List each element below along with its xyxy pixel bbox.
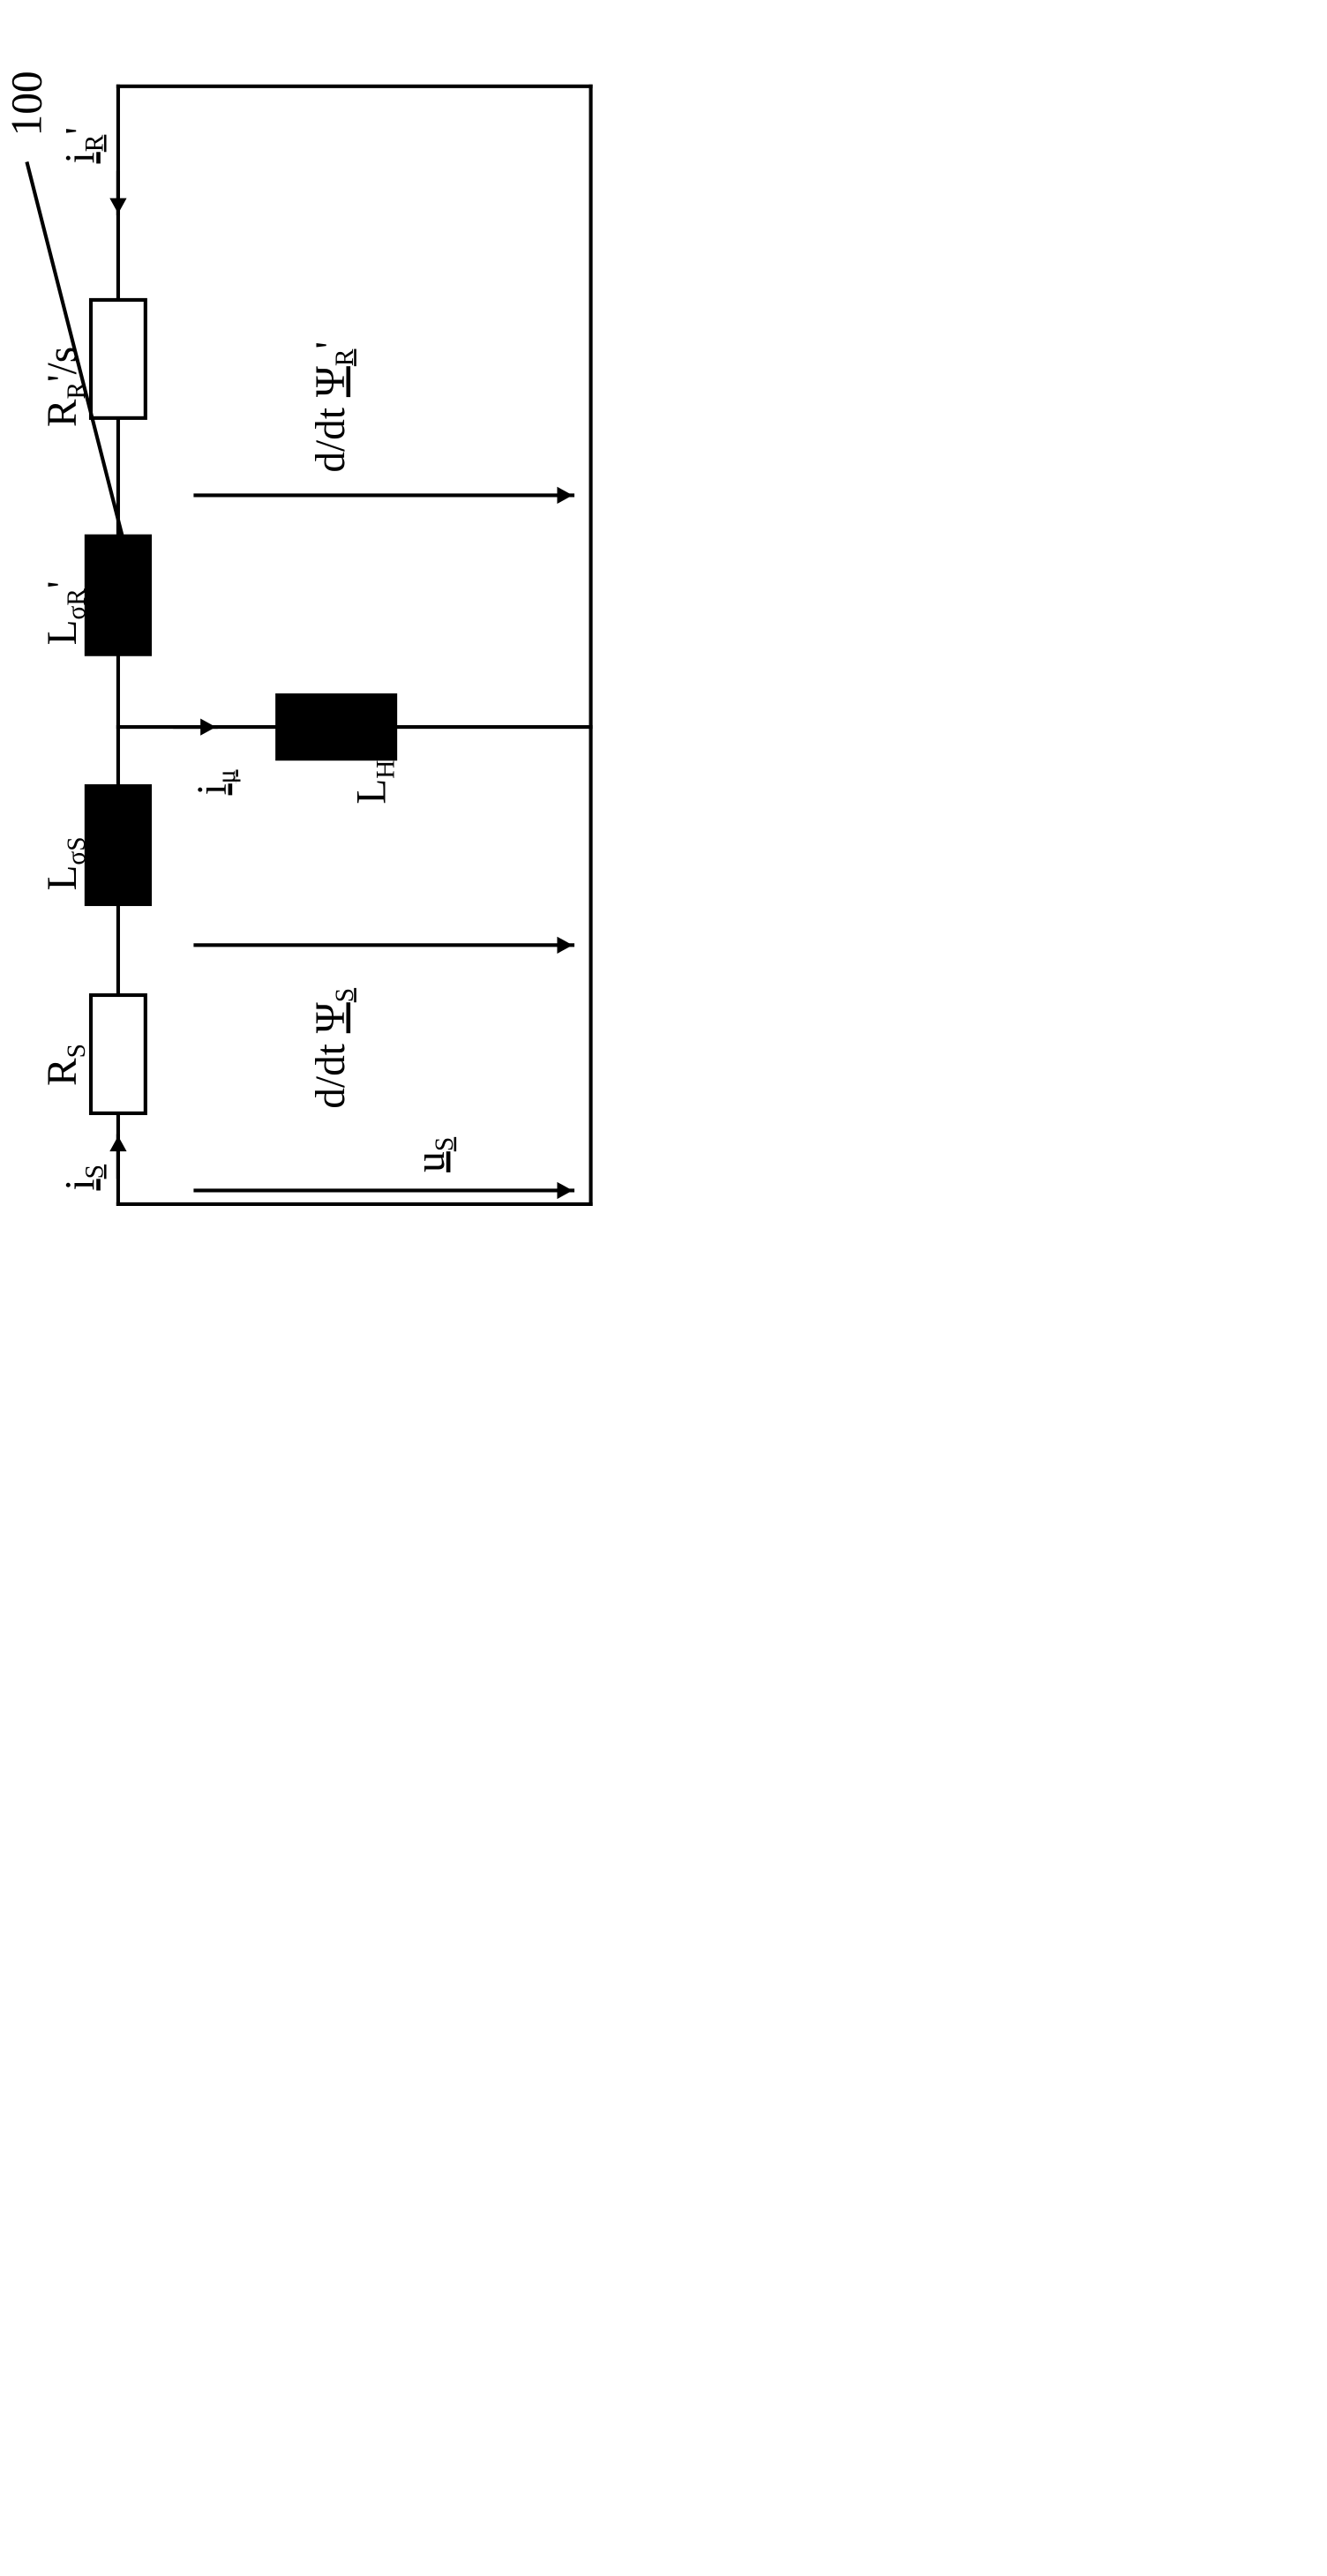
label-LoS: LσS [41, 836, 89, 890]
label-Rs: RS [41, 1044, 89, 1086]
label-ref: 100 [4, 71, 48, 136]
label-LoR: LσR' [41, 580, 89, 645]
label-us: uS [409, 1137, 458, 1172]
label-is: iS [59, 1164, 108, 1191]
label-RrS: RR'/s [41, 347, 89, 427]
label-dpsi_r: d/dt ΨR' [309, 341, 357, 473]
label-dpsi_s: d/dt ΨS [309, 988, 357, 1109]
label-ir: iR' [59, 127, 108, 163]
label-imu: iμ [191, 769, 239, 795]
label-Lh: LH [350, 760, 399, 805]
